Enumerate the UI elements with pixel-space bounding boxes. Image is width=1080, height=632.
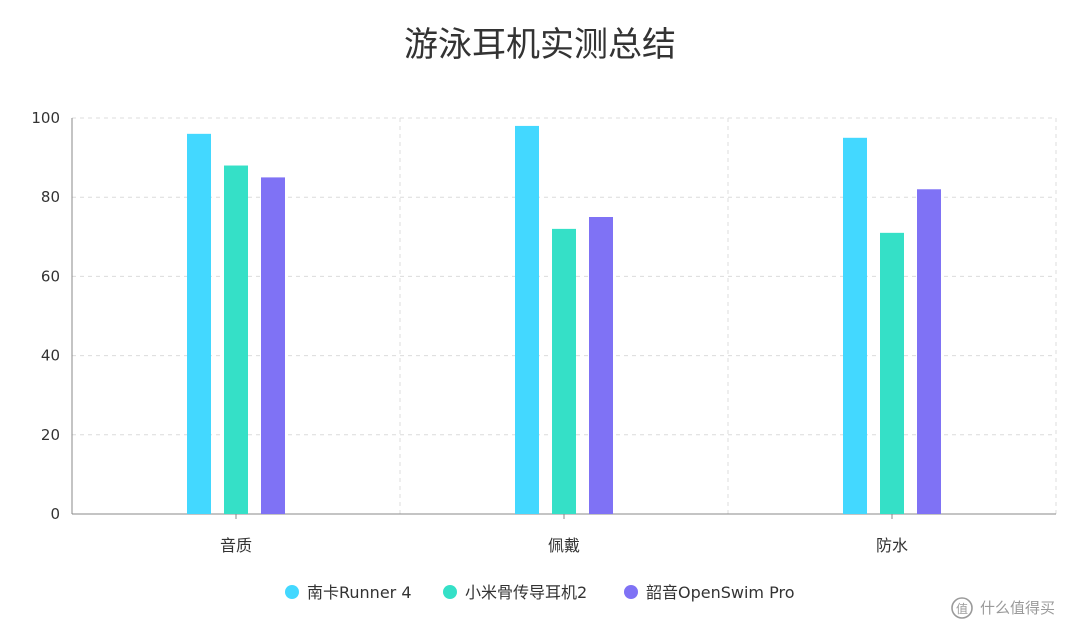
bar: [589, 217, 613, 514]
legend-label: 韶音OpenSwim Pro: [646, 583, 794, 602]
legend-marker: [443, 585, 457, 599]
bar: [224, 165, 248, 514]
chart-title: 游泳耳机实测总结: [404, 25, 676, 65]
legend-item[interactable]: 小米骨传导耳机2: [443, 583, 587, 602]
watermark-text: 什么值得买: [980, 599, 1055, 617]
x-tick-label: 音质: [220, 536, 252, 555]
watermark: 值 什么值得买: [951, 597, 1055, 619]
y-tick-label: 60: [41, 267, 60, 285]
bar: [515, 125, 539, 515]
bar: [880, 232, 904, 514]
zdm-logo-glyph: 值: [956, 601, 968, 616]
y-tick-label: 100: [31, 109, 60, 127]
legend-marker: [624, 585, 638, 599]
zdm-logo-icon: [951, 597, 973, 619]
x-tick-label: 佩戴: [548, 536, 580, 555]
x-tick-label: 防水: [876, 536, 908, 555]
legend-item[interactable]: 南卡Runner 4: [285, 583, 412, 602]
y-tick-label: 20: [41, 426, 60, 444]
legend: 南卡Runner 4 小米骨传导耳机2 韶音OpenSwim Pro: [285, 583, 794, 602]
bar: [917, 189, 941, 514]
legend-marker: [285, 585, 299, 599]
y-tick-label: 40: [41, 347, 60, 365]
bar: [261, 177, 285, 514]
legend-label: 小米骨传导耳机2: [465, 583, 587, 602]
bars: [187, 125, 941, 515]
bar: [552, 228, 576, 514]
y-tick-label: 0: [50, 505, 60, 523]
bar: [187, 133, 211, 514]
legend-label: 南卡Runner 4: [307, 583, 412, 602]
legend-item[interactable]: 韶音OpenSwim Pro: [624, 583, 794, 602]
y-tick-label: 80: [41, 188, 60, 206]
bar: [843, 137, 867, 515]
